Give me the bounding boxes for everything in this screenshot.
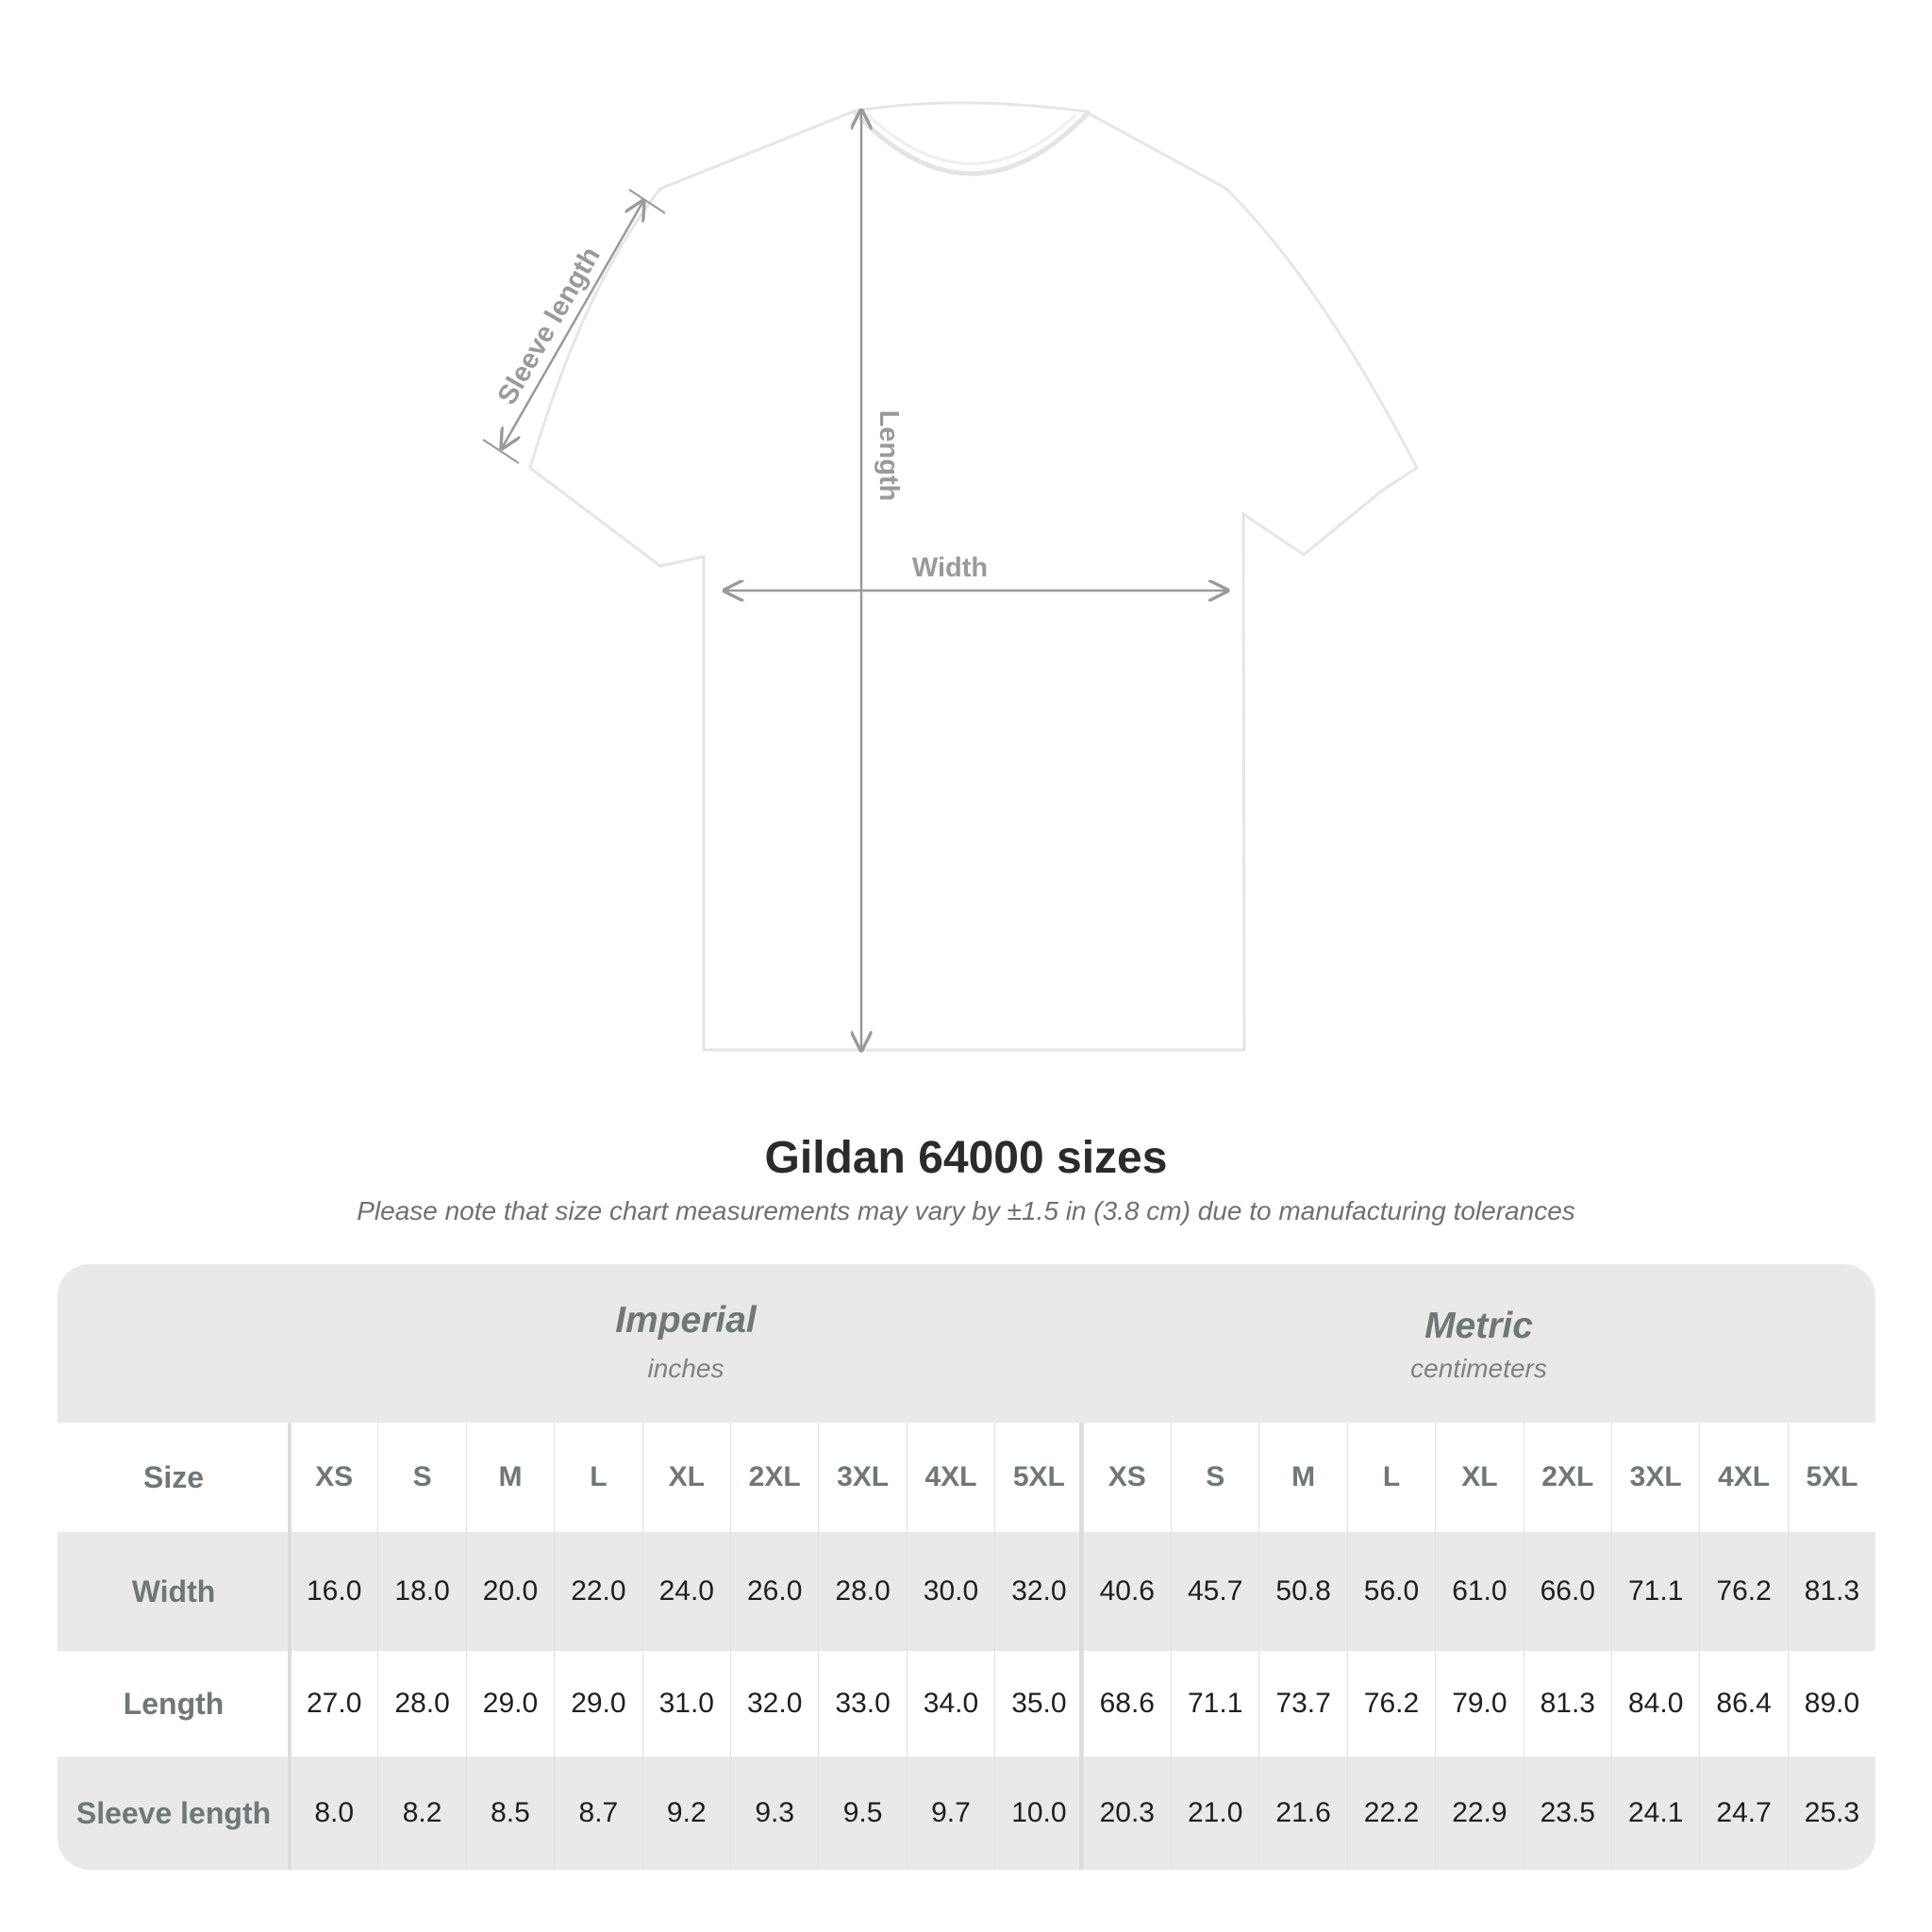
value-cell: 45.7 bbox=[1171, 1532, 1258, 1651]
value-cell: 71.1 bbox=[1171, 1651, 1258, 1757]
row-label: Size bbox=[142, 1459, 205, 1494]
group-name: Metric bbox=[1424, 1306, 1533, 1346]
table-row-width: Width 16.0 18.0 20.0 22.0 24.0 26.0 28.0 30.0 32.… bbox=[58, 1532, 1875, 1651]
size-header-imperial: XS bbox=[290, 1423, 377, 1532]
size-header-imperial: M bbox=[465, 1423, 554, 1532]
tshirt-diagram: Length Width Sleeve length bbox=[482, 101, 1419, 1085]
value-cell: 84.0 bbox=[1611, 1651, 1699, 1757]
value-cell: 26.0 bbox=[730, 1532, 818, 1651]
row-band bbox=[58, 1532, 1875, 1651]
size-header-row: Size XS S M L XL 2XL 3XL 4XL 5XL XS S M L XL 2XL 3XL 4XL 5… bbox=[58, 1423, 1875, 1532]
column-divider bbox=[288, 1423, 291, 1870]
value-cell: 32.0 bbox=[994, 1532, 1082, 1651]
value-cell: 35.0 bbox=[994, 1651, 1082, 1757]
sleeve-arrow bbox=[502, 201, 643, 448]
value-cell: 66.0 bbox=[1523, 1532, 1611, 1651]
column-divider bbox=[1079, 1423, 1083, 1870]
value-cell: 9.7 bbox=[906, 1757, 994, 1870]
size-header-metric: 5XL bbox=[1787, 1423, 1875, 1532]
group-imperial: Imperial inches bbox=[290, 1264, 1082, 1423]
value-cell: 86.4 bbox=[1699, 1651, 1787, 1757]
group-unit: centimeters bbox=[1410, 1354, 1547, 1383]
length-label: Length bbox=[874, 410, 904, 502]
value-cell: 71.1 bbox=[1611, 1532, 1699, 1651]
value-cell: 68.6 bbox=[1082, 1651, 1171, 1757]
value-cell: 33.0 bbox=[818, 1651, 906, 1757]
size-header-metric: 4XL bbox=[1699, 1423, 1787, 1532]
value-cell: 81.3 bbox=[1523, 1651, 1611, 1757]
size-header-imperial: XL bbox=[641, 1423, 730, 1532]
size-header-imperial: 3XL bbox=[818, 1423, 906, 1532]
value-cell: 10.0 bbox=[994, 1757, 1082, 1870]
value-cell: 23.5 bbox=[1523, 1757, 1611, 1870]
value-cell: 73.7 bbox=[1258, 1651, 1346, 1757]
page-title: Gildan 64000 sizes bbox=[764, 1133, 1168, 1183]
value-cell: 8.5 bbox=[465, 1757, 554, 1870]
group-name: Imperial bbox=[615, 1300, 757, 1341]
value-cell: 30.0 bbox=[906, 1532, 994, 1651]
neckline bbox=[852, 109, 1091, 176]
value-cell: 32.0 bbox=[730, 1651, 818, 1757]
size-header-imperial: 4XL bbox=[906, 1423, 994, 1532]
value-cell: 29.0 bbox=[465, 1651, 554, 1757]
value-cell: 76.2 bbox=[1346, 1651, 1435, 1757]
row-label: Width bbox=[131, 1574, 216, 1608]
value-cell: 28.0 bbox=[818, 1532, 906, 1651]
value-cell: 29.0 bbox=[554, 1651, 641, 1757]
value-cell: 31.0 bbox=[641, 1651, 730, 1757]
value-cell: 22.2 bbox=[1346, 1757, 1435, 1870]
size-header-imperial: 2XL bbox=[730, 1423, 818, 1532]
table-row-sleeve-length: Sleeve length 8.0 8.2 8.5 8.7 9.2 9.3 9.5 9.7 10.… bbox=[58, 1757, 1875, 1870]
value-cell: 9.5 bbox=[818, 1757, 906, 1870]
row-label: Length bbox=[123, 1686, 225, 1721]
value-cell: 8.0 bbox=[290, 1757, 377, 1870]
row-label: Sleeve length bbox=[75, 1795, 272, 1830]
value-cell: 22.0 bbox=[554, 1532, 641, 1651]
size-header-imperial: S bbox=[377, 1423, 465, 1532]
value-cell: 20.0 bbox=[465, 1532, 554, 1651]
value-cell: 9.2 bbox=[641, 1757, 730, 1870]
width-label: Width bbox=[912, 553, 988, 583]
value-cell: 27.0 bbox=[290, 1651, 377, 1757]
row-band bbox=[58, 1757, 1875, 1870]
size-header-metric: S bbox=[1171, 1423, 1258, 1532]
value-cell: 22.9 bbox=[1435, 1757, 1523, 1870]
size-table: Imperial inches Metric centimeters Size X… bbox=[58, 1264, 1875, 1870]
value-cell: 56.0 bbox=[1346, 1532, 1435, 1651]
value-cell: 8.7 bbox=[554, 1757, 641, 1870]
value-cell: 81.3 bbox=[1787, 1532, 1875, 1651]
value-cell: 21.0 bbox=[1171, 1757, 1258, 1870]
value-cell: 79.0 bbox=[1435, 1651, 1523, 1757]
value-cell: 76.2 bbox=[1699, 1532, 1787, 1651]
value-cell: 18.0 bbox=[377, 1532, 465, 1651]
value-cell: 24.1 bbox=[1611, 1757, 1699, 1870]
size-header-metric: 2XL bbox=[1523, 1423, 1611, 1532]
size-header-imperial: 5XL bbox=[994, 1423, 1082, 1532]
value-cell: 8.2 bbox=[377, 1757, 465, 1870]
group-unit: inches bbox=[647, 1354, 724, 1383]
value-cell: 34.0 bbox=[906, 1651, 994, 1757]
value-cell: 25.3 bbox=[1787, 1757, 1875, 1870]
value-cell: 89.0 bbox=[1787, 1651, 1875, 1757]
value-cell: 24.0 bbox=[641, 1532, 730, 1651]
value-cell: 40.6 bbox=[1082, 1532, 1171, 1651]
size-header-metric: L bbox=[1346, 1423, 1435, 1532]
size-header-metric: M bbox=[1258, 1423, 1346, 1532]
value-cell: 24.7 bbox=[1699, 1757, 1787, 1870]
size-header-metric: XS bbox=[1082, 1423, 1171, 1532]
group-metric: Metric centimeters bbox=[1082, 1264, 1875, 1423]
tolerance-note: Please note that size chart measurements… bbox=[357, 1196, 1575, 1225]
value-cell: 61.0 bbox=[1435, 1532, 1523, 1651]
size-header-imperial: L bbox=[554, 1423, 641, 1532]
size-header-metric: 3XL bbox=[1611, 1423, 1699, 1532]
size-header-metric: XL bbox=[1435, 1423, 1523, 1532]
value-cell: 9.3 bbox=[730, 1757, 818, 1870]
value-cell: 20.3 bbox=[1082, 1757, 1171, 1870]
value-cell: 50.8 bbox=[1258, 1532, 1346, 1651]
value-cell: 21.6 bbox=[1258, 1757, 1346, 1870]
group-header-band bbox=[58, 1264, 1875, 1423]
table-row-length: Length 27.0 28.0 29.0 29.0 31.0 32.0 33.0 34.0 35… bbox=[58, 1651, 1875, 1757]
value-cell: 28.0 bbox=[377, 1651, 465, 1757]
value-cell: 16.0 bbox=[290, 1532, 377, 1651]
